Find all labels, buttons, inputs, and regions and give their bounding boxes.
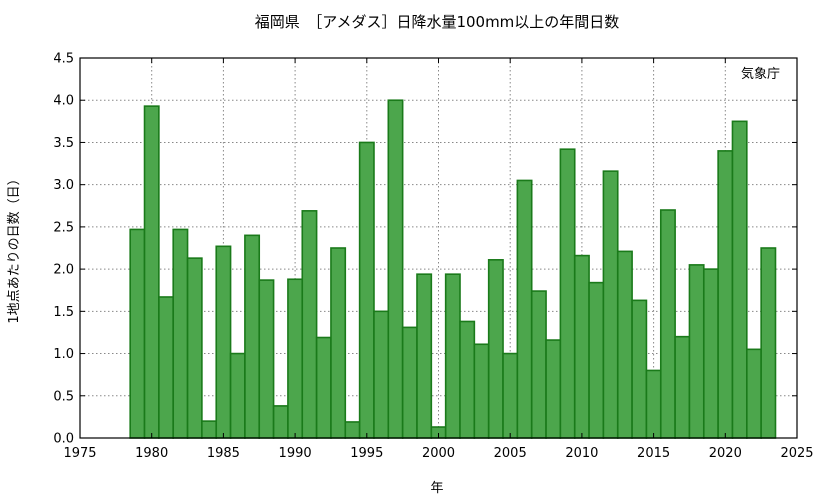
x-tick-label: 2000: [422, 446, 455, 461]
x-tick-label: 1985: [207, 446, 240, 461]
x-tick-label: 2020: [709, 446, 742, 461]
bar-2013: [616, 250, 633, 439]
bar-2010: [573, 254, 590, 439]
y-tick-label: 2.5: [53, 220, 74, 235]
bar-1982: [172, 228, 189, 439]
bar-2003: [473, 343, 490, 439]
bar-2021: [731, 120, 748, 439]
bar-1986: [229, 352, 246, 439]
bar-1996: [373, 310, 390, 439]
y-axis-ticks: 0.0 0.5 1.0 1.5 2.0 2.5 3.0 3.5 4.0 4.5: [53, 52, 797, 447]
bar-1980: [143, 105, 160, 439]
x-tick-label: 1990: [279, 446, 312, 461]
bar-2015: [645, 369, 662, 439]
bar-1998: [401, 326, 418, 439]
x-axis-label: 年: [430, 481, 443, 496]
bar-1983: [186, 257, 203, 439]
bar-1989: [272, 405, 289, 439]
bar-2002: [459, 320, 476, 439]
bar-2017: [674, 335, 691, 439]
bar-2011: [588, 281, 605, 439]
y-tick-label: 3.5: [53, 136, 74, 151]
bar-1987: [244, 234, 261, 439]
bar-1993: [330, 247, 347, 439]
bar-1999: [416, 273, 433, 439]
bar-2012: [602, 170, 619, 439]
bar-2007: [530, 290, 547, 439]
bar-2005: [502, 352, 519, 439]
bar-2018: [688, 264, 705, 439]
bar-2019: [702, 268, 719, 439]
y-tick-label: 1.0: [53, 347, 74, 362]
bar-1984: [201, 420, 218, 439]
y-tick-label: 0.5: [53, 389, 74, 404]
bar-2020: [717, 150, 734, 439]
bar-1992: [315, 336, 332, 439]
bar-1991: [301, 210, 318, 439]
bar-2006: [516, 179, 533, 439]
y-axis-label: 1地点あたりの日数（日）: [7, 172, 22, 323]
y-tick-label: 4.5: [53, 52, 74, 67]
x-tick-label: 2005: [494, 446, 527, 461]
y-tick-label: 1.5: [53, 305, 74, 320]
bar-1995: [358, 141, 375, 439]
bar-2023: [760, 247, 777, 439]
x-tick-label: 1995: [350, 446, 383, 461]
y-tick-label: 3.0: [53, 178, 74, 193]
y-tick-label: 2.0: [53, 263, 74, 278]
chart-title: 福岡県 ［アメダス］日降水量100mm以上の年間日数: [255, 13, 620, 31]
x-axis-ticks: 1975 1980 1985 1990 1995 2000 2005 2010 2015 2020…: [63, 58, 814, 461]
bar-2001: [444, 273, 461, 439]
bar-2004: [487, 259, 504, 439]
bar-1981: [158, 296, 175, 439]
bar-2022: [746, 348, 762, 439]
x-tick-label: 1980: [135, 446, 168, 461]
x-tick-label: 1975: [63, 446, 96, 461]
source-annotation: 気象庁: [741, 66, 780, 82]
bar-1990: [287, 278, 304, 439]
bar-1994: [344, 421, 361, 439]
x-tick-label: 2015: [637, 446, 670, 461]
bar-2016: [659, 209, 676, 439]
bar-2008: [545, 339, 562, 439]
bar-2009: [559, 148, 576, 439]
bar-1985: [215, 245, 232, 439]
bar-1988: [258, 279, 275, 439]
bar-2014: [631, 299, 648, 439]
bar-1979: [129, 228, 146, 439]
y-tick-label: 4.0: [53, 94, 74, 109]
bars: [129, 99, 777, 439]
bar-1997: [387, 99, 404, 439]
y-tick-label: 0.0: [53, 432, 74, 447]
x-tick-label: 2025: [780, 446, 813, 461]
x-tick-label: 2010: [565, 446, 598, 461]
